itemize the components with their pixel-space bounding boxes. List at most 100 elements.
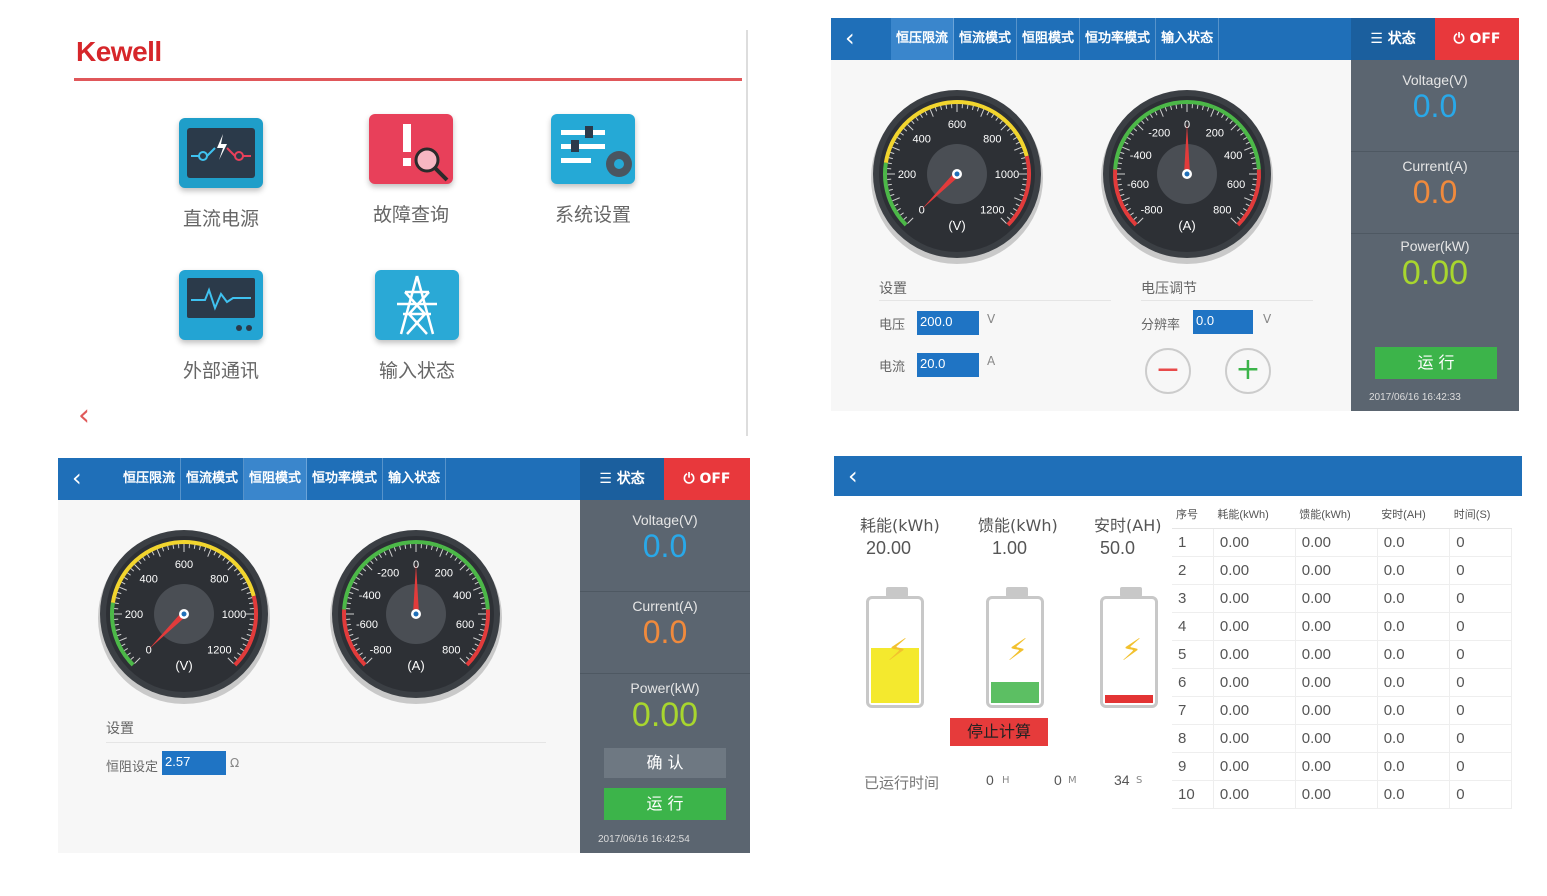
table-cell: 0: [1449, 780, 1512, 809]
back-chevron-icon[interactable]: ‹: [848, 462, 858, 490]
resistance-label: 恒阻设定: [106, 760, 159, 775]
table-row: 7 0.00 0.00 0.0 0: [1172, 696, 1512, 725]
gauge-tick-label: -600: [356, 619, 378, 631]
gauge-tick-label: 200: [1206, 127, 1224, 139]
resolution-input[interactable]: 0.0: [1193, 310, 1253, 334]
stop-calculation-button[interactable]: 停止计算: [950, 718, 1048, 746]
current-unit: A: [987, 354, 996, 368]
fed-battery-icon: ⚡: [986, 587, 1044, 708]
gauge-tick-label: -200: [377, 567, 399, 579]
meter-value: 0.0: [642, 528, 688, 564]
table-header-row: 序号 耗能(kWh) 馈能(kWh) 安时(AH) 时间(S): [1172, 500, 1512, 529]
table-cell: 0: [1449, 640, 1512, 669]
gauge-tick-label: -400: [1130, 150, 1152, 162]
table-cell: 0.0: [1377, 556, 1451, 585]
run-button[interactable]: 运 行: [604, 788, 726, 820]
tab-cv-limit[interactable]: 恒压限流: [891, 18, 955, 60]
table-cell: 4: [1172, 612, 1214, 641]
table-cell: 0.00: [1213, 696, 1296, 725]
table-cell: 0: [1449, 528, 1512, 557]
meter-value: 0.0: [1412, 88, 1458, 124]
resistance-unit: Ω: [230, 756, 240, 770]
table-cell: 0.00: [1295, 556, 1378, 585]
voltage-input[interactable]: 200.0: [917, 311, 979, 335]
status-button[interactable]: ☰ 状态: [1351, 18, 1435, 60]
current-input[interactable]: 20.0: [917, 353, 979, 377]
table-cell: 1: [1172, 528, 1214, 557]
gauge-tick-label: 0: [146, 644, 152, 656]
current-gauge: -800-600-400-2000200400600800(A): [328, 528, 504, 708]
back-chevron-icon[interactable]: ‹: [845, 24, 855, 52]
resistance-input[interactable]: 2.57: [162, 751, 226, 775]
cv-panel: ‹ 恒压限流 恒流模式 恒阻模式 恒功率模式 输入状态 ☰ 状态 ⏻ OFF 0…: [831, 18, 1519, 411]
table-cell: 0.0: [1377, 584, 1451, 613]
table-cell: 0: [1449, 556, 1512, 585]
table-row: 1 0.00 0.00 0.0 0: [1172, 528, 1512, 557]
home-panel: Kewell 直流电源 故障查询 系统设置 外部通讯 输入状态 ‹: [60, 22, 760, 442]
logo-underline: [74, 78, 742, 81]
gauge-tick-label: 1200: [980, 204, 1004, 216]
gauge-tick-label: 800: [442, 644, 460, 656]
consumed-energy-value: 20.00: [866, 538, 912, 558]
confirm-button[interactable]: 确 认: [604, 748, 726, 778]
meter-value: 0.00: [1401, 254, 1469, 292]
gauge-needle: [1184, 124, 1190, 174]
meter-label: Current(A): [632, 598, 698, 614]
tab-cr[interactable]: 恒阻模式: [1017, 18, 1081, 60]
table-cell: 5: [1172, 640, 1214, 669]
meter-label: Power(kW): [1400, 238, 1470, 254]
voltage-meter: Voltage(V) 0.0: [580, 500, 750, 592]
amp-hour-label: 安时(AH): [1094, 516, 1162, 535]
readout-sidebar: Voltage(V) 0.0 Current(A) 0.0 Power(kW) …: [1351, 60, 1519, 411]
table-cell: 0: [1449, 696, 1512, 725]
tab-cv-limit[interactable]: 恒压限流: [118, 458, 182, 500]
tab-cp[interactable]: 恒功率模式: [307, 458, 384, 500]
tile-input-status[interactable]: 输入状态: [352, 270, 482, 400]
run-button[interactable]: 运 行: [1375, 347, 1497, 379]
off-button[interactable]: ⏻ OFF: [664, 458, 750, 500]
status-button[interactable]: ☰ 状态: [580, 458, 664, 500]
gauge-tick-label: 400: [139, 574, 157, 586]
voltage-label: 电压: [879, 318, 906, 333]
current-meter: Current(A) 0.0: [1351, 152, 1519, 234]
meter-label: Current(A): [1402, 158, 1468, 174]
tab-input-status[interactable]: 输入状态: [1156, 18, 1220, 60]
tab-cr[interactable]: 恒阻模式: [244, 458, 308, 500]
tab-cp[interactable]: 恒功率模式: [1080, 18, 1157, 60]
decrease-button[interactable]: −: [1145, 348, 1191, 394]
table-row: 6 0.00 0.00 0.0 0: [1172, 668, 1512, 697]
amp-hour-value: 50.0: [1100, 538, 1136, 558]
table-cell: 0.0: [1377, 528, 1451, 557]
gauge-tick-label: -800: [370, 644, 392, 656]
adjust-title: 电压调节: [1141, 281, 1197, 297]
gauge-tick-label: -800: [1141, 204, 1163, 216]
back-chevron-icon[interactable]: ‹: [78, 398, 90, 433]
tile-fault-search[interactable]: 故障查询: [346, 114, 476, 244]
column-header: 序号: [1172, 500, 1214, 529]
voltage-gauge: 0 200 400 600 800 1000 1200 (V): [869, 88, 1045, 268]
table-cell: 0: [1449, 584, 1512, 613]
gauge-tick-label: 400: [912, 134, 930, 146]
table-cell: 6: [1172, 668, 1214, 697]
table-cell: 0.00: [1213, 612, 1296, 641]
seconds-unit: S: [1136, 775, 1143, 786]
top-bar: ‹ 恒压限流 恒流模式 恒阻模式 恒功率模式 输入状态 ☰ 状态 ⏻ OFF: [831, 18, 1519, 60]
table-cell: 0.00: [1295, 640, 1378, 669]
tile-dc-power[interactable]: 直流电源: [156, 118, 286, 248]
back-chevron-icon[interactable]: ‹: [72, 464, 82, 492]
off-button[interactable]: ⏻ OFF: [1435, 18, 1519, 60]
increase-button[interactable]: +: [1225, 348, 1271, 394]
gauge-tick-label: 800: [1213, 204, 1231, 216]
table-cell: 0.00: [1295, 780, 1378, 809]
tab-cc[interactable]: 恒流模式: [181, 458, 245, 500]
consumed-energy-label: 耗能(kWh): [860, 516, 940, 535]
table-cell: 0.00: [1295, 584, 1378, 613]
tab-cc[interactable]: 恒流模式: [954, 18, 1018, 60]
tile-communication[interactable]: 外部通讯: [156, 270, 286, 400]
table-cell: 0.00: [1295, 612, 1378, 641]
fed-energy-value: 1.00: [992, 538, 1028, 558]
meter-value: 0.0: [1412, 174, 1458, 210]
tab-input-status[interactable]: 输入状态: [383, 458, 447, 500]
tile-system-settings[interactable]: 系统设置: [528, 114, 658, 244]
table-cell: 0: [1449, 612, 1512, 641]
